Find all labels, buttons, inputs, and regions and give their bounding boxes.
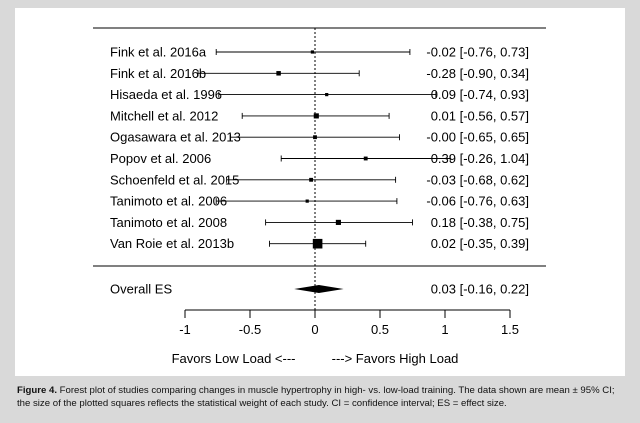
x-tick-label: 1 — [441, 322, 448, 337]
study-ci-text: 0.39 [-0.26, 1.04] — [431, 151, 529, 166]
study-label: Schoenfeld et al. 2015 — [110, 172, 239, 187]
x-tick-label: 1.5 — [501, 322, 519, 337]
study-ci-text: -0.06 [-0.76, 0.63] — [426, 194, 529, 209]
forest-plot-panel: Fink et al. 2016a -0.02 [-0.76, 0.73] Fink… — [15, 8, 625, 376]
study-ci-text: -0.00 [-0.65, 0.65] — [426, 130, 529, 145]
study-point — [276, 71, 281, 76]
study-label: Fink et al. 2016b — [110, 66, 206, 81]
overall-label: Overall ES — [110, 282, 172, 297]
x-tick-label: -0.5 — [239, 322, 261, 337]
study-point — [335, 219, 341, 225]
study-ci-text: -0.28 [-0.90, 0.34] — [426, 66, 529, 81]
study-point — [310, 50, 314, 54]
study-label: Mitchell et al. 2012 — [110, 108, 218, 123]
figure-caption: Figure 4. Forest plot of studies compari… — [17, 384, 623, 410]
caption-label: Figure 4. — [17, 385, 57, 396]
study-ci-text: 0.09 [-0.74, 0.93] — [431, 87, 529, 102]
study-point — [363, 156, 368, 161]
study-ci-text: 0.02 [-0.35, 0.39] — [431, 236, 529, 251]
x-tick-label: -1 — [179, 322, 191, 337]
caption-text: Forest plot of studies comparing changes… — [17, 385, 615, 409]
forest-plot: Fink et al. 2016a -0.02 [-0.76, 0.73] Fink… — [93, 27, 546, 366]
x-tick-label: 0.5 — [371, 322, 389, 337]
study-point — [312, 238, 323, 249]
study-label: Tanimoto et al. 2006 — [110, 194, 227, 209]
x-tick-label: 0 — [311, 322, 318, 337]
study-label: Tanimoto et al. 2008 — [110, 215, 227, 230]
study-point — [305, 199, 309, 203]
study-ci-text: -0.02 [-0.76, 0.73] — [426, 45, 529, 60]
study-label: Van Roie et al. 2013b — [110, 236, 234, 251]
study-label: Ogasawara et al. 2013 — [110, 130, 241, 145]
study-point — [313, 135, 317, 140]
study-point — [325, 93, 329, 97]
study-label: Popov et al. 2006 — [110, 151, 211, 166]
study-ci-text: 0.18 [-0.38, 0.75] — [431, 215, 529, 230]
study-label: Hisaeda et al. 1996 — [110, 87, 222, 102]
overall-ci-text: 0.03 [-0.16, 0.22] — [431, 282, 529, 297]
study-ci-text: 0.01 [-0.56, 0.57] — [431, 108, 529, 123]
overall-diamond — [294, 285, 344, 293]
study-point — [309, 177, 314, 182]
study-ci-text: -0.03 [-0.68, 0.62] — [426, 172, 529, 187]
x-axis-label: Favors Low Load <--- ---> Favors High Lo… — [172, 351, 459, 366]
study-label: Fink et al. 2016a — [110, 45, 207, 60]
study-point — [313, 113, 319, 119]
